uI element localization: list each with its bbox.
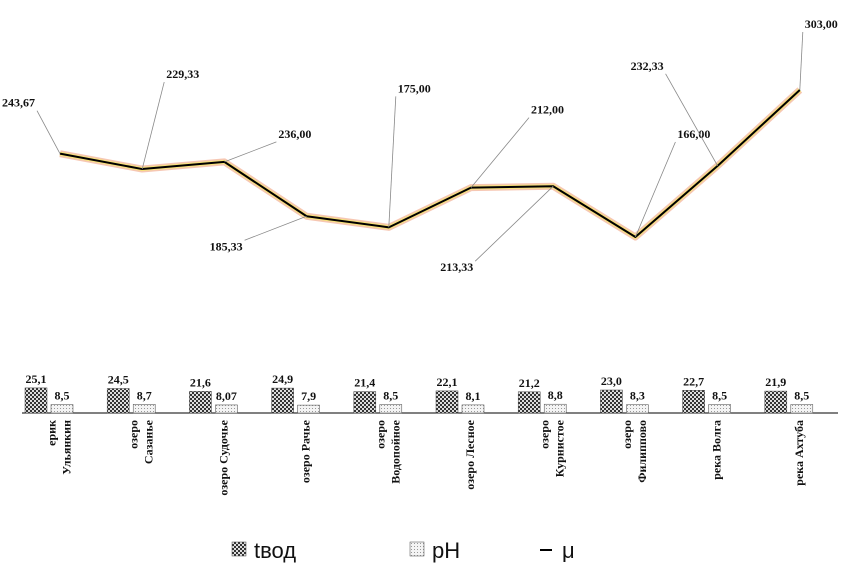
bar (297, 404, 320, 414)
legend-swatch (231, 541, 247, 557)
bar-label: 8,5 (712, 389, 727, 403)
bar-label: 8,8 (548, 388, 563, 402)
line-label: 213,33 (440, 260, 473, 274)
bar-label: 8,5 (383, 389, 398, 403)
leader-line (665, 73, 718, 167)
leader-line (141, 81, 165, 170)
x-tick-label: река Ахтуба (792, 420, 806, 486)
bar-label: 8,07 (216, 389, 237, 403)
leader-line (36, 110, 61, 154)
line-label: 303,00 (805, 17, 838, 31)
bar-label: 21,4 (354, 376, 375, 390)
bar-label: 22,1 (437, 375, 458, 389)
x-tick-label: озеро Лесное (463, 419, 477, 489)
bar-label: 8,7 (137, 388, 152, 402)
leader-line (635, 141, 676, 238)
bar-label: 21,2 (519, 376, 540, 390)
bar (790, 404, 814, 414)
x-tick-label: озеро Судочье (216, 419, 230, 495)
line-label: 232,33 (631, 59, 664, 73)
x-tick-label: озероСазанье (127, 419, 156, 464)
line-label: 212,00 (531, 103, 564, 117)
bar (106, 388, 130, 414)
bar-label: 7,9 (301, 389, 316, 403)
bar (543, 403, 567, 414)
bar (708, 404, 731, 414)
bar (517, 391, 541, 414)
bar-label: 8,3 (630, 389, 645, 403)
bar (353, 391, 377, 414)
line-label: 185,33 (210, 239, 243, 253)
bar (461, 404, 485, 414)
line-label: 229,33 (166, 67, 199, 81)
leader-line (244, 215, 307, 241)
legend-label: tвод (254, 538, 296, 563)
bar (682, 390, 705, 414)
line-label: 243,67 (2, 96, 35, 110)
x-tick-label: озеро Рачье (299, 419, 313, 483)
line-label: 166,00 (677, 127, 710, 141)
x-tick-label: озероКурнистое (538, 419, 567, 477)
leader-line (474, 185, 554, 262)
leader-line (224, 141, 277, 163)
bar (764, 390, 788, 414)
line-label: 175,00 (398, 81, 431, 95)
line (59, 89, 801, 238)
bar (132, 404, 156, 414)
line-glow (59, 87, 803, 241)
bar (24, 387, 48, 414)
bar-label: 24,9 (272, 372, 293, 386)
bar (600, 389, 623, 414)
bar-label: 23,0 (601, 374, 622, 388)
bar-label: 22,7 (683, 374, 704, 388)
leader-line (470, 117, 530, 188)
line-label: 236,00 (278, 127, 311, 141)
x-tick-label: озероФилиппово (620, 420, 649, 483)
bar-label: 8,5 (794, 389, 809, 403)
bar (189, 391, 212, 414)
x-tick-label: озероВодопойное (373, 419, 402, 483)
bar-label: 25,1 (26, 372, 47, 386)
bar-label: 24,5 (108, 373, 129, 387)
leader-line (799, 31, 804, 91)
legend-label: pH (432, 538, 460, 563)
bar-label: 8,5 (55, 389, 70, 403)
legend-swatch (409, 541, 425, 557)
bar-label: 21,6 (190, 375, 211, 389)
bar (379, 404, 403, 414)
bar (626, 404, 649, 414)
bar (271, 387, 294, 414)
bar (435, 390, 459, 414)
bar (50, 404, 74, 414)
leader-line (388, 96, 397, 228)
bar (215, 404, 238, 414)
bar-label: 21,9 (765, 375, 786, 389)
bar-label: 8,1 (466, 389, 481, 403)
x-tick-label: ерикУльянкин (45, 420, 74, 475)
legend-label: μ (562, 538, 575, 563)
x-tick-label: река Волга (710, 420, 724, 480)
